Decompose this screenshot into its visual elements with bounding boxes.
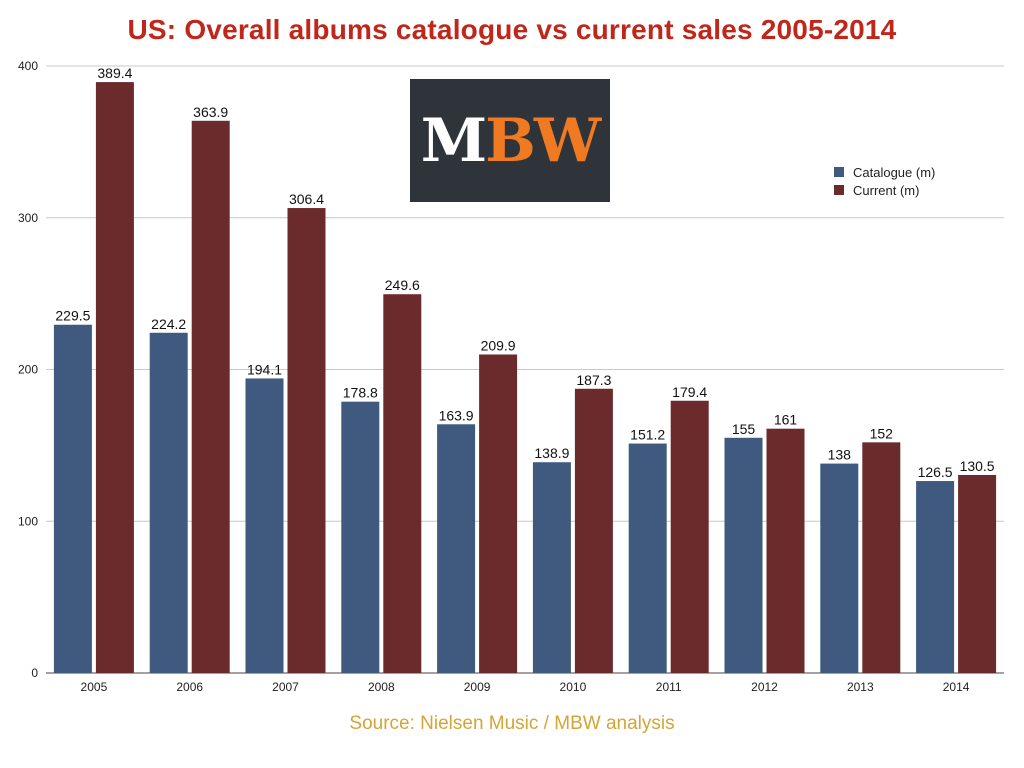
bar xyxy=(437,424,476,673)
data-label: 229.5 xyxy=(55,308,90,324)
x-tick-label: 2010 xyxy=(560,680,587,694)
x-tick-label: 2007 xyxy=(272,680,299,694)
mbw-logo: M BW xyxy=(410,79,610,202)
legend-swatch-current xyxy=(834,185,844,195)
data-label: 363.9 xyxy=(193,104,228,120)
data-label: 152 xyxy=(870,425,894,441)
bar xyxy=(383,294,422,673)
legend-item-current: Current (m) xyxy=(834,181,935,199)
x-tick-label: 2006 xyxy=(176,680,203,694)
data-label: 224.2 xyxy=(151,316,186,332)
legend-swatch-catalogue xyxy=(834,167,844,177)
data-label: 126.5 xyxy=(918,464,953,480)
data-label: 178.8 xyxy=(343,385,378,401)
x-tick-label: 2014 xyxy=(943,680,970,694)
bar xyxy=(820,463,859,673)
logo-text-bw: BW xyxy=(485,105,601,176)
y-tick-label: 200 xyxy=(18,363,38,377)
data-label: 194.1 xyxy=(247,361,282,377)
bar xyxy=(766,428,805,673)
data-label: 138 xyxy=(828,447,852,463)
bar xyxy=(574,388,613,673)
x-tick-label: 2011 xyxy=(656,680,682,694)
bar xyxy=(149,332,188,673)
data-label: 179.4 xyxy=(672,384,707,400)
bar xyxy=(53,324,92,673)
bar xyxy=(287,208,326,673)
x-tick-label: 2012 xyxy=(751,680,778,694)
data-label: 130.5 xyxy=(960,458,995,474)
legend-item-catalogue: Catalogue (m) xyxy=(834,163,935,181)
x-tick-label: 2008 xyxy=(368,680,395,694)
y-tick-label: 300 xyxy=(18,211,38,225)
data-label: 209.9 xyxy=(481,337,516,353)
y-tick-label: 400 xyxy=(18,59,38,73)
legend-label-catalogue: Catalogue (m) xyxy=(853,164,936,180)
bar xyxy=(341,401,380,673)
data-label: 155 xyxy=(732,421,756,437)
bar xyxy=(191,120,230,674)
y-tick-label: 0 xyxy=(31,666,38,680)
y-tick-label: 100 xyxy=(18,514,38,528)
data-label: 163.9 xyxy=(439,407,474,423)
bar xyxy=(724,437,763,673)
source-note: Source: Nielsen Music / MBW analysis xyxy=(349,713,675,734)
bar xyxy=(670,400,709,673)
x-tick-label: 2009 xyxy=(464,680,491,694)
data-label: 161 xyxy=(774,412,798,428)
chart-title: US: Overall albums catalogue vs current … xyxy=(127,14,897,45)
bar xyxy=(479,354,518,673)
data-label: 389.4 xyxy=(97,65,132,81)
x-tick-label: 2005 xyxy=(81,680,108,694)
bar xyxy=(916,481,955,673)
data-label: 306.4 xyxy=(289,191,324,207)
bar xyxy=(95,82,134,673)
x-tick-label: 2013 xyxy=(847,680,874,694)
bar xyxy=(628,443,667,673)
chart-legend: Catalogue (m) Current (m) xyxy=(834,163,935,199)
bar xyxy=(245,378,284,673)
logo-text-m: M xyxy=(420,105,487,176)
data-label: 151.2 xyxy=(630,427,665,443)
bar xyxy=(862,442,901,673)
data-label: 138.9 xyxy=(534,445,569,461)
data-label: 249.6 xyxy=(385,277,420,293)
data-label: 187.3 xyxy=(576,372,611,388)
bar xyxy=(958,474,997,673)
bar xyxy=(532,462,571,673)
legend-label-current: Current (m) xyxy=(853,182,920,198)
